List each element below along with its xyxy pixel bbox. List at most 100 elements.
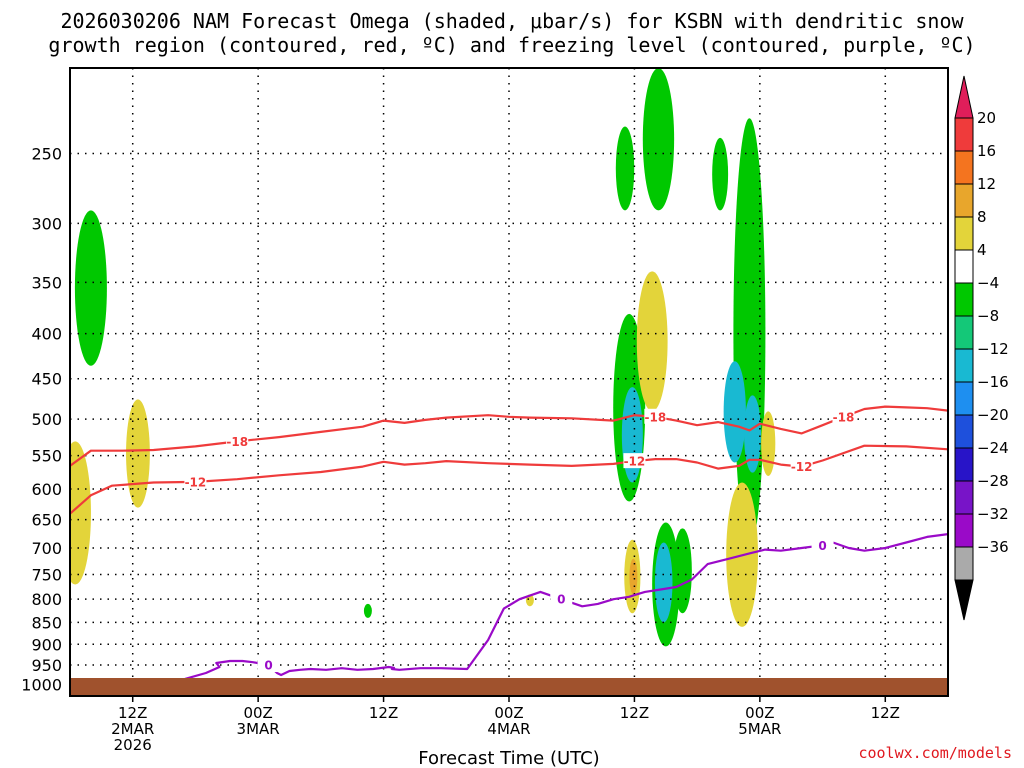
colorbar-segment-7 [954,315,974,350]
y-tick-label-800: 800 [31,590,62,609]
contour-label--12-1: -12 [624,455,646,469]
x-tick-label-30-0: 12Z [369,704,398,722]
contour-label-0-2: 0 [818,539,826,553]
contour-label-bg--18-2 [832,408,855,424]
colorbar-segment-13 [954,513,974,548]
contour-line--12 [70,444,948,515]
y-tick-label-400: 400 [31,325,62,344]
colorbar-label-3: 8 [977,208,987,226]
colorbar-segment-10 [954,414,974,449]
contour-label-bg--12-1 [623,453,646,469]
contour-label-bg--18-1 [644,408,667,424]
colorbar-label-11: −28 [977,472,1009,490]
x-axis-title: Forecast Time (UTC) [418,748,599,768]
plot-background [70,68,948,696]
x-tick-label-18-0: 00Z [243,704,272,722]
contour-label--18-0: -18 [226,435,248,449]
x-tick-label-18-1: 3MAR [237,720,280,738]
omega-feature-13 [654,542,673,623]
y-axis: 250 300 350 400 450 500 550 600 650 700 750 800 850 9… [21,144,62,694]
y-tick-label-950: 950 [31,656,62,675]
contour-layer: -18 -18 -18 -12 -12 -12 0 0 0 [70,405,948,680]
colorbar-label-13: −36 [977,538,1009,556]
y-tick-label-600: 600 [31,480,62,499]
y-tick-label-250: 250 [31,144,62,163]
omega-feature-1 [126,399,150,508]
contour-label--12-0: -12 [185,475,207,489]
colorbar-segment-12 [954,480,974,515]
colorbar-segment-9 [954,381,974,416]
colorbar-label-2: 12 [977,175,996,193]
x-tick-label-42-1: 4MAR [487,720,530,738]
contour-label-bg--18-0 [226,433,249,449]
colorbar-segment-1 [954,117,974,152]
contour-label-bg-0-1 [550,591,573,607]
colorbar-segment-8 [954,348,974,383]
colorbar-label-12: −32 [977,505,1009,523]
colorbar-label-5: −4 [977,274,999,292]
colorbar-label-10: −24 [977,439,1009,457]
y-tick-label-900: 900 [31,635,62,654]
contour-label-bg-0-2 [811,537,834,553]
contour-label-0-1: 0 [557,593,565,607]
y-tick-label-500: 500 [31,410,62,429]
contour-line--18 [70,405,948,467]
contour-line-0 [184,533,948,680]
y-tick-label-700: 700 [31,539,62,558]
y-tick-label-750: 750 [31,565,62,584]
x-tick-label-54-0: 12Z [620,704,649,722]
y-tick-label-650: 650 [31,511,62,530]
colorbar-label-4: 4 [977,241,987,259]
omega-feature-15 [712,137,729,211]
colorbar-bottom-arrow [954,579,974,621]
y-tick-label-450: 450 [31,370,62,389]
x-tick-label-6-0: 12Z [118,704,147,722]
contour-label-bg--12-2 [790,458,813,474]
y-tick-label-300: 300 [31,214,62,233]
chart-title-line-1: 2026030206 NAM Forecast Omega (shaded, μ… [60,9,964,33]
contour-label--18-2: -18 [833,410,855,424]
x-tick-label-66-0: 00Z [745,704,774,722]
colorbar-top-arrow [954,75,974,119]
colorbar-label-7: −12 [977,340,1009,358]
colorbar-segment-4 [954,216,974,251]
contour-label-0-0: 0 [264,659,272,673]
omega-feature-3 [363,603,372,618]
chart-title-line-2: growth region (contoured, red, ºC) and f… [48,33,975,57]
contour-label-bg--12-0 [184,473,207,489]
omega-feature-10 [642,68,675,211]
x-tick-label-6-2: 2026 [114,736,152,754]
contour-label--18-1: -18 [644,410,666,424]
colorbar-segment-2 [954,150,974,185]
contour-label-bg-0-0 [257,657,280,673]
colorbar-label-0: 20 [977,109,996,127]
omega-feature-8 [629,558,638,595]
colorbar-label-9: −20 [977,406,1009,424]
omega-feature-18 [744,395,762,473]
credit-text: coolwx.com/models [858,744,1012,762]
colorbar-label-6: −8 [977,307,999,325]
colorbar-label-1: 16 [977,142,996,160]
y-tick-label-350: 350 [31,273,62,292]
x-tick-label-6-1: 2MAR [111,720,154,738]
x-tick-label-42-0: 00Z [494,704,523,722]
omega-feature-9 [636,271,668,412]
y-tick-label-1000: 1000 [21,676,62,695]
colorbar: 20 16 12 8 4 −4 −8 −12 −16 −20 −24 −28 −32 −36 [954,75,1009,621]
plot-area: -18 -18 -18 -12 -12 -12 0 0 0 [70,68,948,696]
omega-feature-19 [761,411,776,476]
omega-feature-14 [673,528,692,614]
colorbar-segment-6 [954,282,974,317]
ground-surface [70,678,948,696]
omega-shading-layer [70,68,776,647]
omega-feature-11 [615,126,635,211]
colorbar-segment-14 [954,546,974,581]
x-tick-label-78-0: 12Z [871,704,900,722]
colorbar-segment-3 [954,183,974,218]
colorbar-label-8: −16 [977,373,1009,391]
y-tick-label-550: 550 [31,447,62,466]
y-tick-label-850: 850 [31,613,62,632]
colorbar-segment-11 [954,447,974,482]
